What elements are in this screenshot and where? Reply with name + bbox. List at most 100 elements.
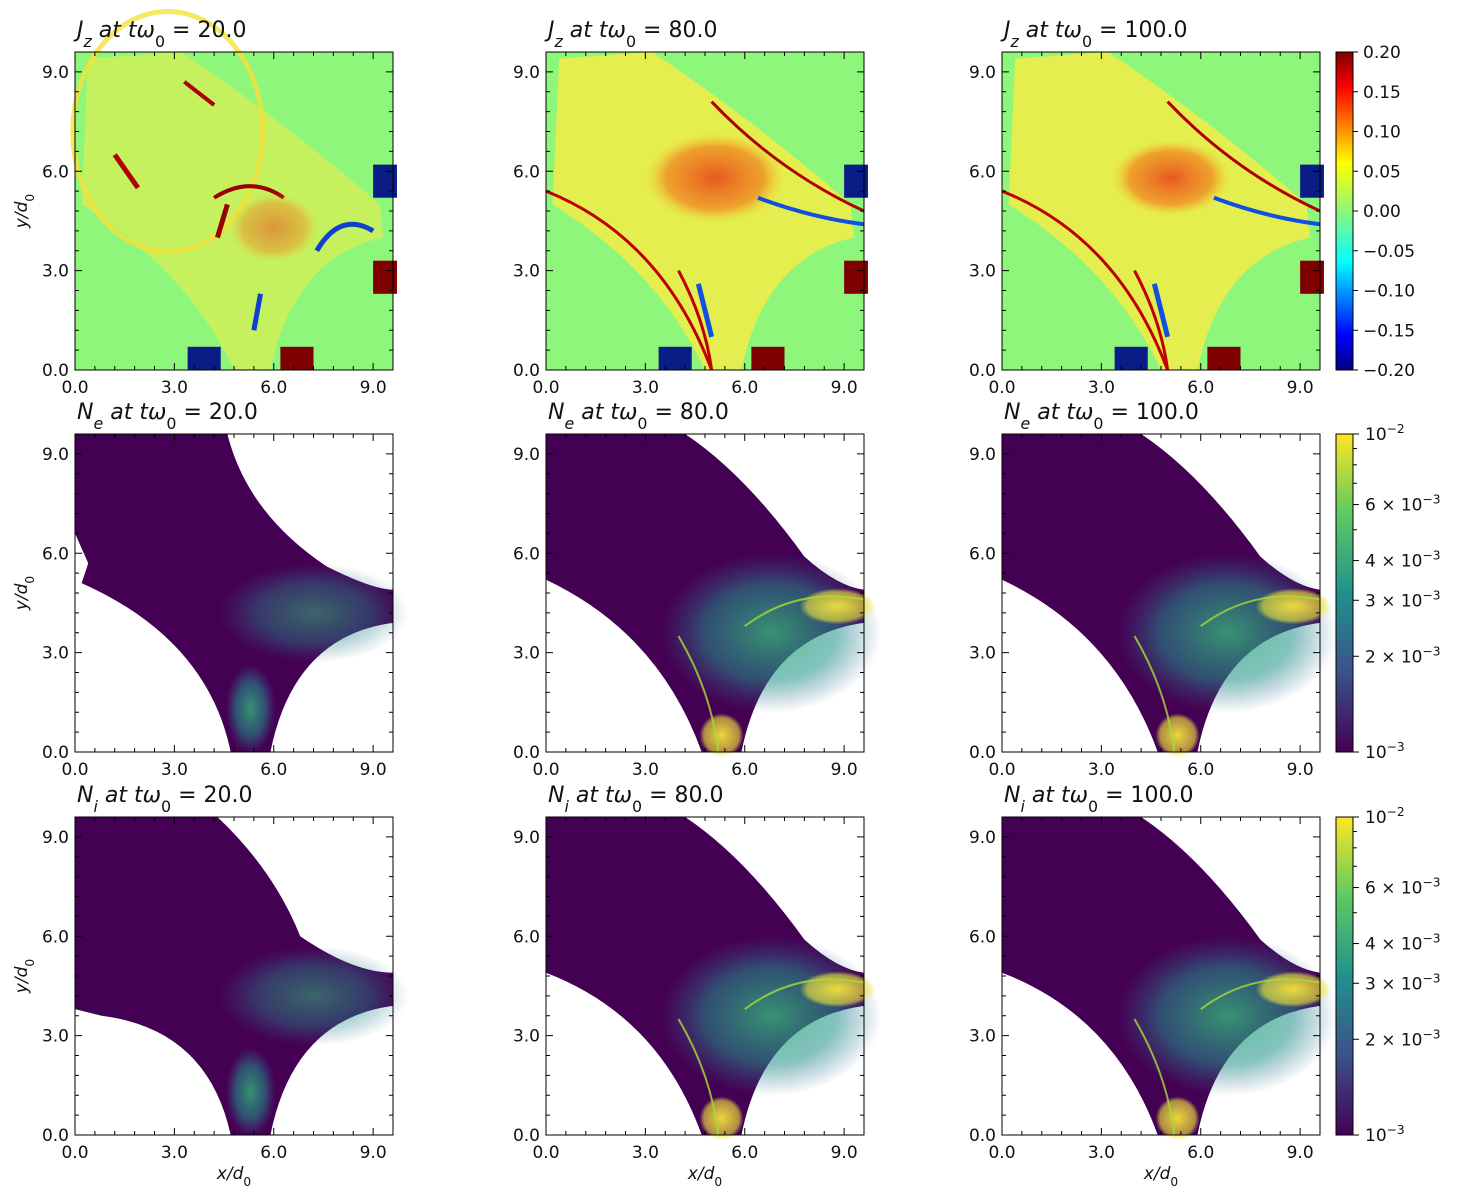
density-glow — [218, 945, 409, 1046]
y-tick-label: 6.0 — [513, 927, 540, 947]
subplot-jz-t20_0: 0.0 3.0 6.0 9.00.03.06.09.0Jz at tω0 = 20.0… — [12, 9, 397, 398]
subplot-title: Ni at tω0 = 80.0 — [548, 783, 724, 816]
density-glow — [661, 935, 882, 1096]
colorbar-tick-label: 2 × 10−3 — [1365, 1027, 1441, 1050]
jz-filament — [677, 269, 714, 371]
colorbar-gradient — [1335, 51, 1354, 371]
electrode-red-right — [373, 260, 397, 294]
density-filament — [1200, 595, 1321, 627]
electrode-blue-bottom — [658, 346, 692, 370]
x-tick-label: 3.0 — [161, 378, 188, 398]
y-tick-label: 3.0 — [969, 262, 996, 282]
subplot-title: Jz at tω0 = 20.0 — [73, 18, 246, 51]
subplot-ne-t80_0: 0.0 3.0 6.0 9.0 0.0 3.0 6.0 9.0 Ne at tω0 = 80.0 — [513, 400, 882, 780]
colorbar-tick-label: 0.10 — [1363, 123, 1401, 143]
y-tick-label: 6.0 — [42, 162, 69, 182]
density-filament — [1200, 978, 1321, 1010]
y-axis-label: y/d0 — [12, 576, 37, 611]
y-tick-label: 3.0 — [969, 1027, 996, 1047]
jz-filament — [1166, 100, 1321, 213]
colorbar-tick-label: −0.20 — [1363, 361, 1415, 381]
electrode-red-bottom — [280, 346, 314, 370]
x-tick-label: 6.0 — [731, 760, 758, 780]
colorbar-tick-label: 3 × 10−3 — [1365, 588, 1441, 611]
density-hotspot — [699, 1096, 744, 1141]
jz-negative-streak — [695, 283, 715, 338]
subplot-ni-t20_0: 0.0 3.0 6.0 9.0 0.0 3.0 6.0 9.0 Ni at tω0 = 20.0… — [12, 783, 409, 1189]
jz-negative-streak — [1151, 283, 1171, 338]
y-tick-label: 9.0 — [969, 828, 996, 848]
colorbar-tick-label: −0.10 — [1363, 282, 1415, 302]
subplot-ni-t100_0: 0.0 3.0 6.0 9.0 0.0 3.0 6.0 9.0 Ni at tω0 = 100.… — [969, 783, 1338, 1189]
jz-filament — [545, 189, 714, 371]
x-tick-label: 9.0 — [1287, 1143, 1314, 1163]
x-tick-label: 3.0 — [632, 1143, 659, 1163]
electrode-red-right — [1300, 260, 1324, 294]
y-tick-label: 0.0 — [42, 361, 69, 381]
y-tick-label: 0.0 — [42, 1126, 69, 1146]
density-glow — [1117, 935, 1338, 1096]
jz-filament — [710, 100, 865, 213]
x-tick-label: 3.0 — [632, 760, 659, 780]
y-axis-label: y/d0 — [12, 194, 37, 229]
electrode-blue-bottom — [1114, 346, 1148, 370]
x-tick-label: 0.0 — [61, 760, 88, 780]
jz-negative-streak — [1213, 195, 1321, 227]
x-axis-label: x/d0 — [687, 1164, 722, 1189]
x-tick-label: 9.0 — [1287, 760, 1314, 780]
x-tick-label: 0.0 — [532, 1143, 559, 1163]
colorbar-tick-label: 10−2 — [1365, 422, 1405, 445]
colorbar-tick-label: 4 × 10−3 — [1365, 932, 1441, 955]
x-tick-label: 6.0 — [1187, 378, 1214, 398]
colorbar-tick-label: 10−3 — [1365, 740, 1405, 763]
jz-filament — [112, 153, 140, 190]
jz-filament — [1001, 189, 1170, 371]
colorbar-tick-label: 0.05 — [1363, 162, 1401, 182]
colorbar-tick-label: 0.00 — [1363, 202, 1401, 222]
electrode-red-bottom — [1207, 346, 1241, 370]
subplot-title: Ne at tω0 = 80.0 — [548, 400, 729, 433]
y-axis-label: y/d0 — [12, 959, 37, 994]
density-hotspot — [699, 713, 744, 758]
y-tick-label: 3.0 — [513, 644, 540, 664]
density-glow — [225, 1046, 276, 1137]
density-hotspot — [1155, 1096, 1200, 1141]
jz-hot-core — [1111, 139, 1231, 217]
x-tick-label: 3.0 — [632, 378, 659, 398]
x-tick-label: 0.0 — [61, 378, 88, 398]
x-tick-label: 6.0 — [260, 1143, 287, 1163]
subplot-title: Jz at tω0 = 80.0 — [544, 18, 717, 51]
x-tick-label: 9.0 — [831, 1143, 858, 1163]
y-tick-label: 6.0 — [42, 544, 69, 564]
subplot-title: Ni at tω0 = 20.0 — [77, 783, 253, 816]
x-tick-label: 0.0 — [532, 760, 559, 780]
colorbar-tick-label: 4 × 10−3 — [1365, 549, 1441, 572]
colorbar-tick-label: 10−3 — [1365, 1123, 1405, 1146]
colorbar-tick-label: −0.15 — [1363, 321, 1415, 341]
y-tick-label: 0.0 — [969, 361, 996, 381]
x-tick-label: 0.0 — [988, 760, 1015, 780]
y-tick-label: 3.0 — [42, 1027, 69, 1047]
density-filament — [1133, 1018, 1176, 1136]
colorbar-tick-label: 6 × 10−3 — [1365, 876, 1441, 899]
y-tick-label: 0.0 — [513, 743, 540, 763]
colorbar: 10−2 6 × 10−3 4 × 10−3 3 × 10−3 2 × 10−3 10−3 — [1335, 805, 1441, 1146]
x-tick-label: 0.0 — [532, 378, 559, 398]
y-tick-label: 0.0 — [42, 743, 69, 763]
x-tick-label: 6.0 — [1187, 760, 1214, 780]
x-tick-label: 9.0 — [360, 1143, 387, 1163]
subplot-ne-t20_0: 0.0 3.0 6.0 9.0 0.0 3.0 6.0 9.0 Ne at tω0 = 20.0… — [12, 400, 409, 780]
colorbar-tick-label: 6 × 10−3 — [1365, 493, 1441, 516]
y-tick-label: 6.0 — [42, 927, 69, 947]
density-glow — [1117, 552, 1338, 713]
x-tick-label: 3.0 — [1088, 760, 1115, 780]
colorbar-tick-label: 10−2 — [1365, 805, 1405, 828]
colorbar: 0.20 0.15 0.10 0.05 0.00 −0.05 −0.10 −0.15 −0.20 — [1335, 43, 1415, 381]
colorbar-gradient — [1335, 433, 1354, 753]
x-tick-label: 0.0 — [988, 1143, 1015, 1163]
electrode-blue-right — [373, 164, 397, 198]
x-tick-label: 9.0 — [831, 760, 858, 780]
jz-arc — [70, 9, 266, 254]
colorbar-tick-label: 0.20 — [1363, 43, 1401, 63]
colorbar-tick-label: −0.05 — [1363, 242, 1415, 262]
